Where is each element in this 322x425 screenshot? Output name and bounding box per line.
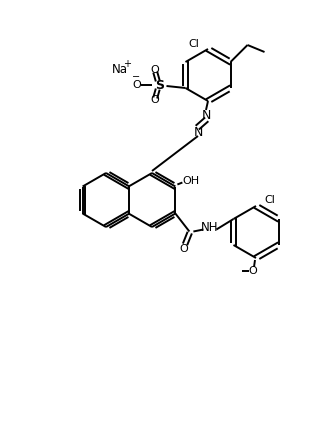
Text: O: O: [132, 80, 141, 90]
Text: O: O: [150, 65, 159, 75]
Text: NH: NH: [201, 221, 218, 234]
Text: OH: OH: [183, 176, 200, 185]
Text: Cl: Cl: [189, 39, 199, 49]
Text: S: S: [155, 79, 164, 91]
Text: N: N: [193, 125, 203, 139]
Text: N: N: [201, 108, 211, 122]
Text: O: O: [150, 95, 159, 105]
Text: Cl: Cl: [265, 195, 275, 205]
Text: O: O: [179, 244, 188, 253]
Text: +: +: [123, 59, 131, 69]
Text: −: −: [132, 72, 140, 82]
Text: O: O: [249, 266, 257, 276]
Text: Na: Na: [111, 62, 128, 76]
